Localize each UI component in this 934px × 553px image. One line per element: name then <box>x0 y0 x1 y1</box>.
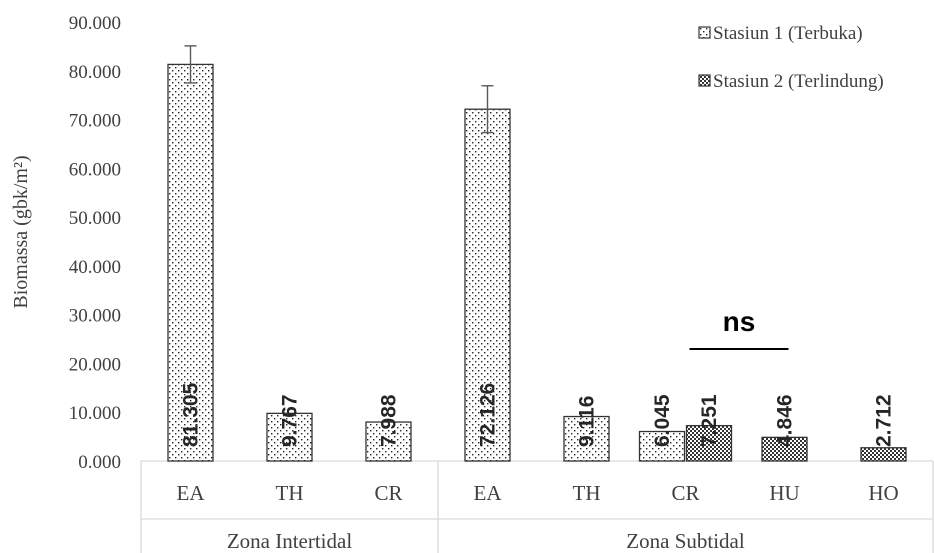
x-tick-label: CR <box>374 481 402 505</box>
y-tick-label: 60.000 <box>69 159 121 180</box>
data-label: 9.116 <box>576 396 599 447</box>
bar <box>761 436 808 462</box>
x-axis: Zona Intertidal Zona Subtidal EA TH CR EA TH CR… <box>140 460 934 553</box>
legend-label-stasiun-2: Stasiun 2 (Terlindung) <box>713 71 884 92</box>
y-tick-label: 70.000 <box>69 111 121 132</box>
y-tick-label: 20.000 <box>69 354 121 375</box>
legend-swatch-stasiun-1 <box>698 26 711 39</box>
bar <box>464 108 511 462</box>
significance-label: ns <box>723 306 756 337</box>
bar <box>638 430 686 462</box>
y-tick-label: 90.000 <box>69 13 121 34</box>
bar <box>167 63 214 462</box>
x-tick-label: TH <box>573 481 601 505</box>
legend-item-stasiun-1: Stasiun 1 (Terbuka) <box>698 23 863 44</box>
bar <box>563 415 610 462</box>
x-tick-label: EA <box>474 481 503 505</box>
x-tick-label: HO <box>868 481 898 505</box>
y-tick-label: 0.000 <box>78 452 121 473</box>
group-label: Zona Intertidal <box>227 529 353 553</box>
group-label: Zona Subtidal <box>626 529 745 553</box>
legend-label-stasiun-1: Stasiun 1 (Terbuka) <box>713 23 863 44</box>
data-label: 2.712 <box>873 394 896 447</box>
data-label: 81.305 <box>180 382 203 447</box>
data-label: 7.988 <box>378 394 401 447</box>
y-axis-title: Biomassa (gbk/m²) <box>10 155 32 308</box>
data-label: 6.045 <box>651 394 674 447</box>
y-tick-label: 10.000 <box>69 403 121 424</box>
data-label: 9.767 <box>279 394 302 447</box>
x-tick-label: EA <box>177 481 206 505</box>
data-label: 7.251 <box>698 394 721 447</box>
bar <box>860 447 907 462</box>
y-axis: 0.000 10.000 20.000 30.000 40.000 50.000 60.00… <box>69 13 121 473</box>
y-tick-label: 50.000 <box>69 208 121 229</box>
legend-item-stasiun-2: Stasiun 2 (Terlindung) <box>698 71 884 92</box>
legend: Stasiun 1 (Terbuka) Stasiun 2 (Terlindun… <box>698 23 884 92</box>
x-tick-label: HU <box>769 481 799 505</box>
bar <box>365 421 412 462</box>
data-label: 72.126 <box>477 383 500 447</box>
y-tick-label: 30.000 <box>69 306 121 327</box>
x-tick-label: TH <box>276 481 304 505</box>
bar <box>266 412 313 462</box>
significance-annotation: ns <box>689 306 789 350</box>
x-tick-label: CR <box>671 481 699 505</box>
legend-swatch-stasiun-2 <box>698 74 711 87</box>
data-labels: 81.305 9.767 7.988 72.126 9.116 6.045 7.251 4.8… <box>180 382 896 447</box>
data-label: 4.846 <box>774 394 797 447</box>
bar <box>685 424 733 462</box>
bars <box>167 45 907 462</box>
y-tick-label: 80.000 <box>69 62 121 83</box>
y-tick-label: 40.000 <box>69 257 121 278</box>
